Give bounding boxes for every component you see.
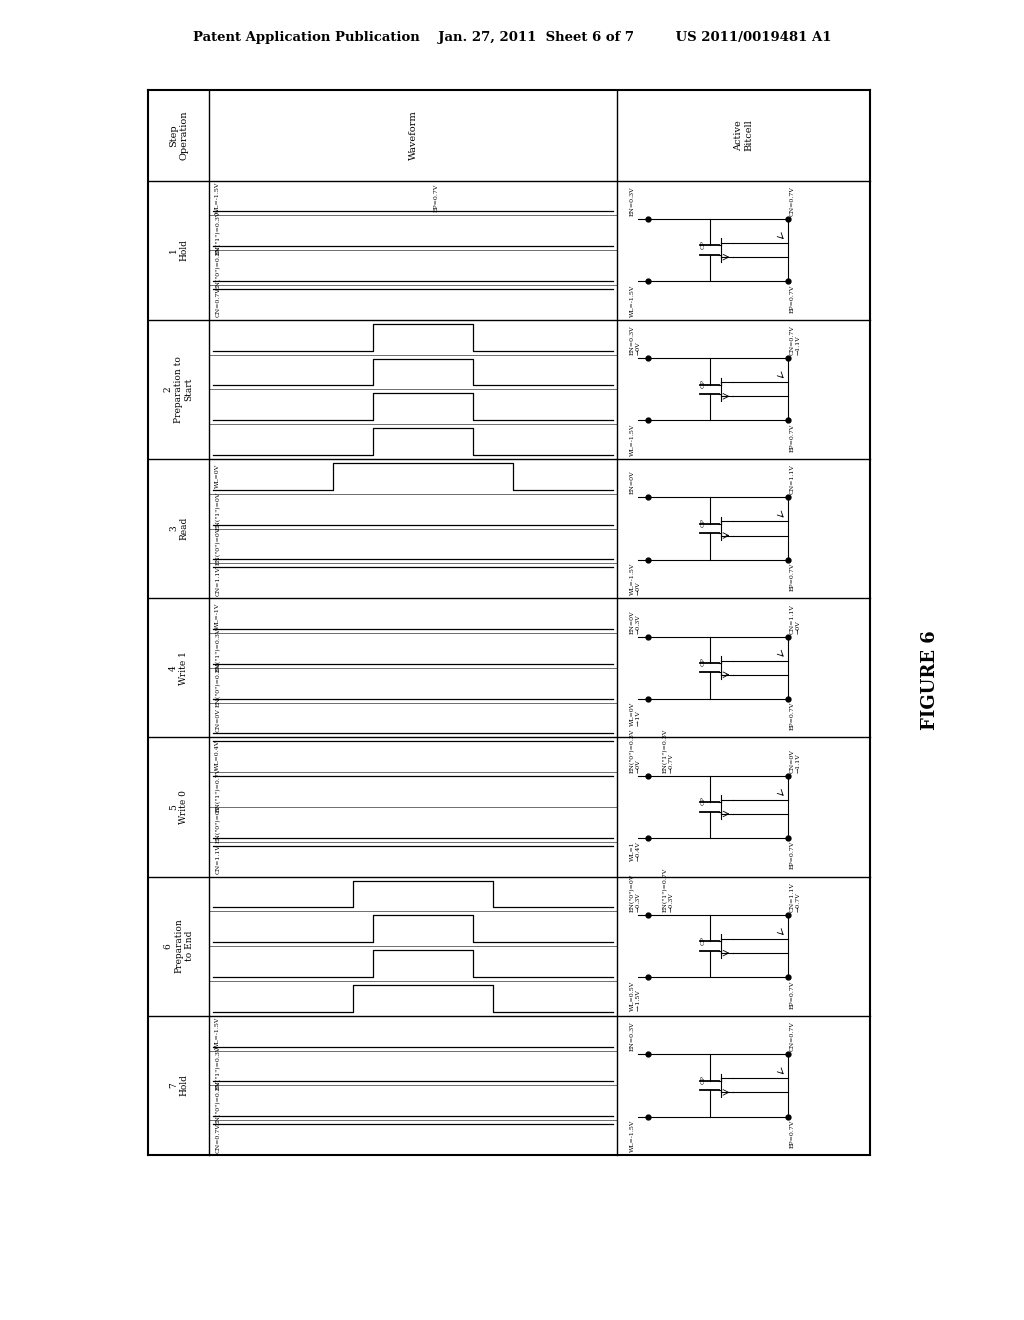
Text: WL=-1V: WL=-1V (215, 602, 220, 628)
Text: 1
Hold: 1 Hold (169, 239, 188, 261)
Text: WL=-1.5V: WL=-1.5V (215, 182, 220, 214)
Text: WL=0.5V
→-1.5V: WL=0.5V →-1.5V (630, 981, 641, 1011)
Text: WL=0V
→-1V: WL=0V →-1V (630, 702, 641, 726)
Text: CN=0.7V: CN=0.7V (215, 288, 220, 317)
Text: CN=0V
→1.1V: CN=0V →1.1V (790, 748, 801, 772)
Text: EN("0")=0V: EN("0")=0V (215, 805, 220, 843)
Text: CP: CP (700, 1074, 706, 1084)
Text: 2
Preparation to
Start: 2 Preparation to Start (164, 356, 194, 422)
Text: EP=0.7V: EP=0.7V (790, 1119, 795, 1148)
Text: EN("0")=0.3V: EN("0")=0.3V (215, 1081, 220, 1125)
Text: EN("1")=0.7V: EN("1")=0.7V (215, 767, 220, 812)
Text: Active
Bitcell: Active Bitcell (734, 119, 754, 150)
Text: CP: CP (700, 379, 706, 388)
Text: EN("0")=0.3V: EN("0")=0.3V (215, 246, 220, 289)
Text: CN=0.7V: CN=0.7V (215, 1122, 220, 1152)
Text: EN("1")=0.3V
→0.7V: EN("1")=0.3V →0.7V (663, 729, 674, 772)
Text: FIGURE 6: FIGURE 6 (921, 630, 939, 730)
Text: EP=0.7V: EP=0.7V (790, 841, 795, 870)
Text: WL=-1.5V
→0V: WL=-1.5V →0V (630, 562, 641, 595)
Text: CP: CP (700, 240, 706, 248)
Text: WL=-1.5V: WL=-1.5V (630, 1119, 635, 1152)
Text: CN=0.7V: CN=0.7V (790, 1022, 795, 1051)
Text: EN("0")=0.3V
→0V: EN("0")=0.3V →0V (630, 729, 641, 772)
Text: EP=0.7V: EP=0.7V (434, 183, 438, 213)
Text: WL=-1.5V: WL=-1.5V (630, 424, 635, 455)
Text: WL=0.4V: WL=0.4V (215, 739, 220, 770)
Text: WL=-1.5V: WL=-1.5V (215, 1016, 220, 1049)
Text: Patent Application Publication    Jan. 27, 2011  Sheet 6 of 7         US 2011/00: Patent Application Publication Jan. 27, … (193, 32, 831, 45)
Text: CN=1.1V: CN=1.1V (215, 845, 220, 874)
Text: EN=0V
→0.3V: EN=0V →0.3V (630, 610, 641, 634)
Text: EN=0.3V
→0V: EN=0.3V →0V (630, 326, 641, 355)
Text: EN("1")=0.3V: EN("1")=0.3V (215, 628, 220, 672)
Text: EN("0")=0.3V: EN("0")=0.3V (215, 663, 220, 708)
Text: WL=0V: WL=0V (215, 465, 220, 488)
Text: CP: CP (700, 936, 706, 945)
Text: CP: CP (700, 519, 706, 527)
Text: CP: CP (700, 797, 706, 805)
Text: CN=1.1V
→0.7V: CN=1.1V →0.7V (790, 882, 801, 912)
Text: EN("0")=0V: EN("0")=0V (215, 527, 220, 565)
Text: WL=1
→0.4V: WL=1 →0.4V (630, 841, 641, 861)
Text: CN=1.1V: CN=1.1V (215, 566, 220, 595)
Text: EN=0V: EN=0V (630, 471, 635, 494)
Text: CN=0.7V
→1.1V: CN=0.7V →1.1V (790, 325, 801, 355)
Text: 7
Hold: 7 Hold (169, 1074, 188, 1097)
Text: 6
Preparation
to End: 6 Preparation to End (164, 919, 194, 973)
Text: EP=0.7V: EP=0.7V (790, 981, 795, 1008)
Text: EN("1")=0V: EN("1")=0V (215, 492, 220, 531)
Text: EP=0.7V: EP=0.7V (790, 702, 795, 730)
Text: CP: CP (700, 657, 706, 667)
Text: Step
Operation: Step Operation (169, 111, 188, 160)
Text: 3
Read: 3 Read (169, 517, 188, 540)
Text: EN("1")=0.7V
→0.3V: EN("1")=0.7V →0.3V (663, 867, 674, 912)
Text: Waveform: Waveform (409, 111, 418, 160)
Text: CN=0.7V: CN=0.7V (790, 186, 795, 216)
Text: 5
Write 0: 5 Write 0 (169, 789, 188, 824)
Text: EP=0.7V: EP=0.7V (790, 562, 795, 591)
Text: 4
Write 1: 4 Write 1 (169, 651, 188, 685)
Text: CN=1.1V
→0V: CN=1.1V →0V (790, 603, 801, 634)
Text: EN=0.3V: EN=0.3V (630, 186, 635, 216)
Text: EP=0.7V: EP=0.7V (790, 424, 795, 451)
Text: EN=0.3V: EN=0.3V (630, 1022, 635, 1051)
Text: EP=0.7V: EP=0.7V (790, 284, 795, 313)
Text: CN=1.1V: CN=1.1V (790, 465, 795, 494)
Text: EN("1")=0.3V: EN("1")=0.3V (215, 1045, 220, 1090)
Text: EN("1")=0.3V: EN("1")=0.3V (215, 210, 220, 255)
Text: WL=-1.5V: WL=-1.5V (630, 284, 635, 317)
Text: EN("0")=0V
→0.3V: EN("0")=0V →0.3V (630, 874, 641, 912)
Text: CN=0V: CN=0V (215, 708, 220, 731)
